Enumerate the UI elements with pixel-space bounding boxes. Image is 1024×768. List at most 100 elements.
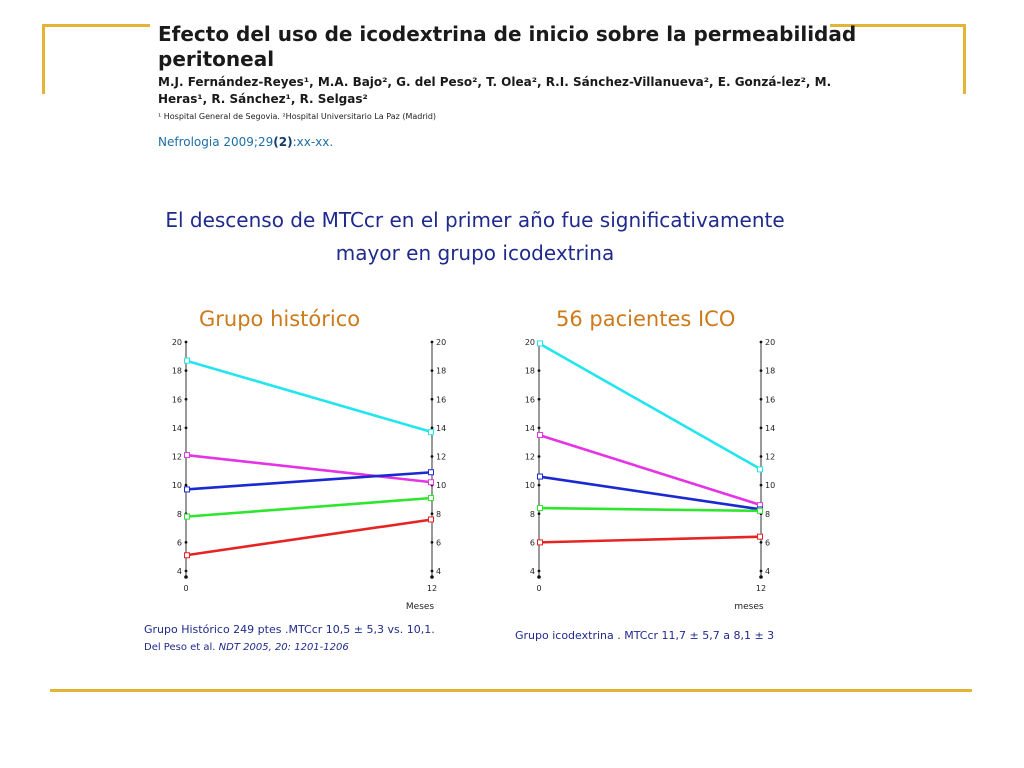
left-line-chart: 4 4 6 6 8 8 10 10 12 12 14 14 16 16 18 18 20 20 0 12 Meses <box>172 338 446 612</box>
right-chart-ytick-label-right: 10 <box>765 481 775 490</box>
left-chart-ytick-label-right: 10 <box>436 481 446 490</box>
right-chart-caption: Grupo icodextrina . MTCcr 11,7 ± 5,7 a 8… <box>515 629 775 642</box>
right-chart-series-1-point-1 <box>537 340 543 347</box>
right-chart-xtick-mark <box>759 575 763 579</box>
left-chart-ytick-label-left: 14 <box>172 424 182 433</box>
left-chart-ytick-label-left: 6 <box>177 538 182 547</box>
right-chart-ytick-mark-right <box>759 569 763 573</box>
frame-rule-bottom <box>50 689 972 692</box>
left-chart-ytick-label-left: 12 <box>172 453 182 462</box>
right-chart-series-4-line <box>538 506 762 513</box>
article-authors: M.J. Fernández-Reyes¹, M.A. Bajo², G. de… <box>158 75 832 106</box>
right-chart-ytick-label-left: 20 <box>525 338 535 347</box>
right-chart-ytick-mark-right <box>759 340 763 344</box>
journal-citation: Nefrologia 2009;29(2):xx-xx. <box>158 135 333 149</box>
right-chart-series-1-point-2 <box>757 466 763 473</box>
left-chart-ytick-label-right: 8 <box>436 510 441 519</box>
left-chart-ytick-mark-left <box>184 397 188 401</box>
left-chart-xtick-label: 0 <box>183 584 188 593</box>
left-chart-ytick-label-left: 10 <box>172 481 182 490</box>
left-chart-series-4-line <box>185 496 433 518</box>
right-chart-series-2-point-1 <box>537 432 543 439</box>
left-chart-ytick-label-right: 14 <box>436 424 446 433</box>
left-chart-series-2-line <box>185 453 433 484</box>
left-chart-xtick-mark <box>184 575 188 579</box>
left-chart-xtick-label: 12 <box>427 584 437 593</box>
left-chart-series-5-point-1 <box>184 552 190 559</box>
frame-rule-left-vertical <box>42 24 45 94</box>
left-chart-ytick-label-right: 12 <box>436 453 446 462</box>
left-chart-series-1-point-1 <box>184 357 190 364</box>
right-chart-ytick-mark-left <box>537 369 541 373</box>
right-chart-ytick-mark-right <box>759 397 763 401</box>
left-chart-ytick-mark-left <box>184 369 188 373</box>
left-chart-ytick-label-right: 18 <box>436 367 446 376</box>
left-chart-ytick-label-right: 4 <box>436 567 441 576</box>
right-chart-ytick-label-right: 8 <box>765 510 770 519</box>
left-chart-series-1-point-2 <box>428 429 434 436</box>
article-title: Efecto del uso de icodextrina de inicio … <box>158 22 857 71</box>
left-chart-ytick-mark-left <box>184 540 188 544</box>
right-chart-ytick-mark-right <box>759 426 763 430</box>
right-chart-ytick-label-left: 16 <box>525 395 535 404</box>
right-chart-ytick-label-right: 4 <box>765 567 770 576</box>
frame-rule-top-right <box>830 24 966 27</box>
right-chart-xtick-mark <box>537 575 541 579</box>
right-chart-ytick-mark-left <box>537 397 541 401</box>
right-chart-ytick-mark-left <box>537 483 541 487</box>
right-chart-ytick-mark-right <box>759 369 763 373</box>
right-line-chart: 4 4 6 6 8 8 10 10 12 12 14 14 16 16 18 18 20 20 0 12 meses <box>525 338 775 612</box>
left-chart-ytick-mark-right <box>430 397 434 401</box>
journal-issue: (2) <box>273 135 293 149</box>
right-chart-ytick-label-left: 10 <box>525 481 535 490</box>
right-chart-ytick-label-right: 12 <box>765 453 775 462</box>
left-chart-ytick-mark-left <box>184 569 188 573</box>
left-chart-series-3-point-1 <box>184 486 190 493</box>
right-chart-ytick-label-left: 12 <box>525 453 535 462</box>
left-chart-ytick-mark-right <box>430 369 434 373</box>
slide-headline: El descenso de MTCcr en el primer año fu… <box>165 208 785 265</box>
left-caption-ref: Del Peso et al. <box>144 642 219 653</box>
frame-rule-right-vertical <box>963 24 966 94</box>
right-chart-ytick-label-left: 4 <box>530 567 535 576</box>
left-chart-series-4-point-2 <box>428 495 434 502</box>
left-chart-ytick-mark-right <box>430 340 434 344</box>
right-chart-xtick-label: 0 <box>536 584 541 593</box>
left-chart-ytick-label-right: 6 <box>436 538 441 547</box>
left-chart-ytick-label-left: 20 <box>172 338 182 347</box>
right-chart-series-1-line <box>538 342 762 471</box>
left-chart-series-3-point-2 <box>428 469 434 476</box>
journal-prefix: Nefrologia 2009;29 <box>158 135 274 149</box>
right-chart-ytick-label-left: 8 <box>530 510 535 519</box>
left-chart-series-5-point-2 <box>428 516 434 523</box>
journal-suffix: :xx-xx. <box>292 135 334 149</box>
left-chart-ytick-label-left: 4 <box>177 567 182 576</box>
left-chart-ytick-mark-right <box>430 455 434 458</box>
left-chart-series-2-point-2 <box>428 479 434 486</box>
left-chart-title: Grupo histórico <box>199 307 361 331</box>
right-chart-ytick-label-left: 6 <box>530 538 535 547</box>
right-chart-ytick-mark-left <box>537 569 541 573</box>
left-chart-ytick-mark-right <box>430 569 434 573</box>
left-chart-series-4-point-1 <box>184 513 190 520</box>
left-chart-ytick-label-right: 16 <box>436 395 446 404</box>
right-chart-ytick-mark-right <box>759 540 763 544</box>
right-chart-ytick-label-right: 18 <box>765 367 775 376</box>
right-chart-ytick-mark-left <box>537 455 541 458</box>
left-chart-series-1-line <box>185 359 433 434</box>
right-chart-series-5-point-1 <box>537 539 543 546</box>
left-caption-text: Grupo Histórico 249 ptes .MTCcr 10,5 ± 5… <box>144 623 435 636</box>
left-chart-ytick-mark-right <box>430 540 434 544</box>
left-chart-ytick-mark-left <box>184 483 188 487</box>
right-chart-series-2-line <box>538 433 762 507</box>
right-chart-series-5-line <box>538 535 762 544</box>
right-chart-ytick-mark-left <box>537 512 541 516</box>
right-chart-xaxis-label: meses <box>734 602 764 612</box>
left-chart-ytick-mark-right <box>430 512 434 516</box>
left-chart-ytick-label-left: 18 <box>172 367 182 376</box>
right-chart-series-3-point-1 <box>537 473 543 480</box>
left-chart-xtick-mark <box>430 575 434 579</box>
right-chart-xtick-label: 12 <box>756 584 766 593</box>
right-chart-ytick-mark-right <box>759 483 763 487</box>
left-chart-caption: Grupo Histórico 249 ptes .MTCcr 10,5 ± 5… <box>144 622 444 656</box>
